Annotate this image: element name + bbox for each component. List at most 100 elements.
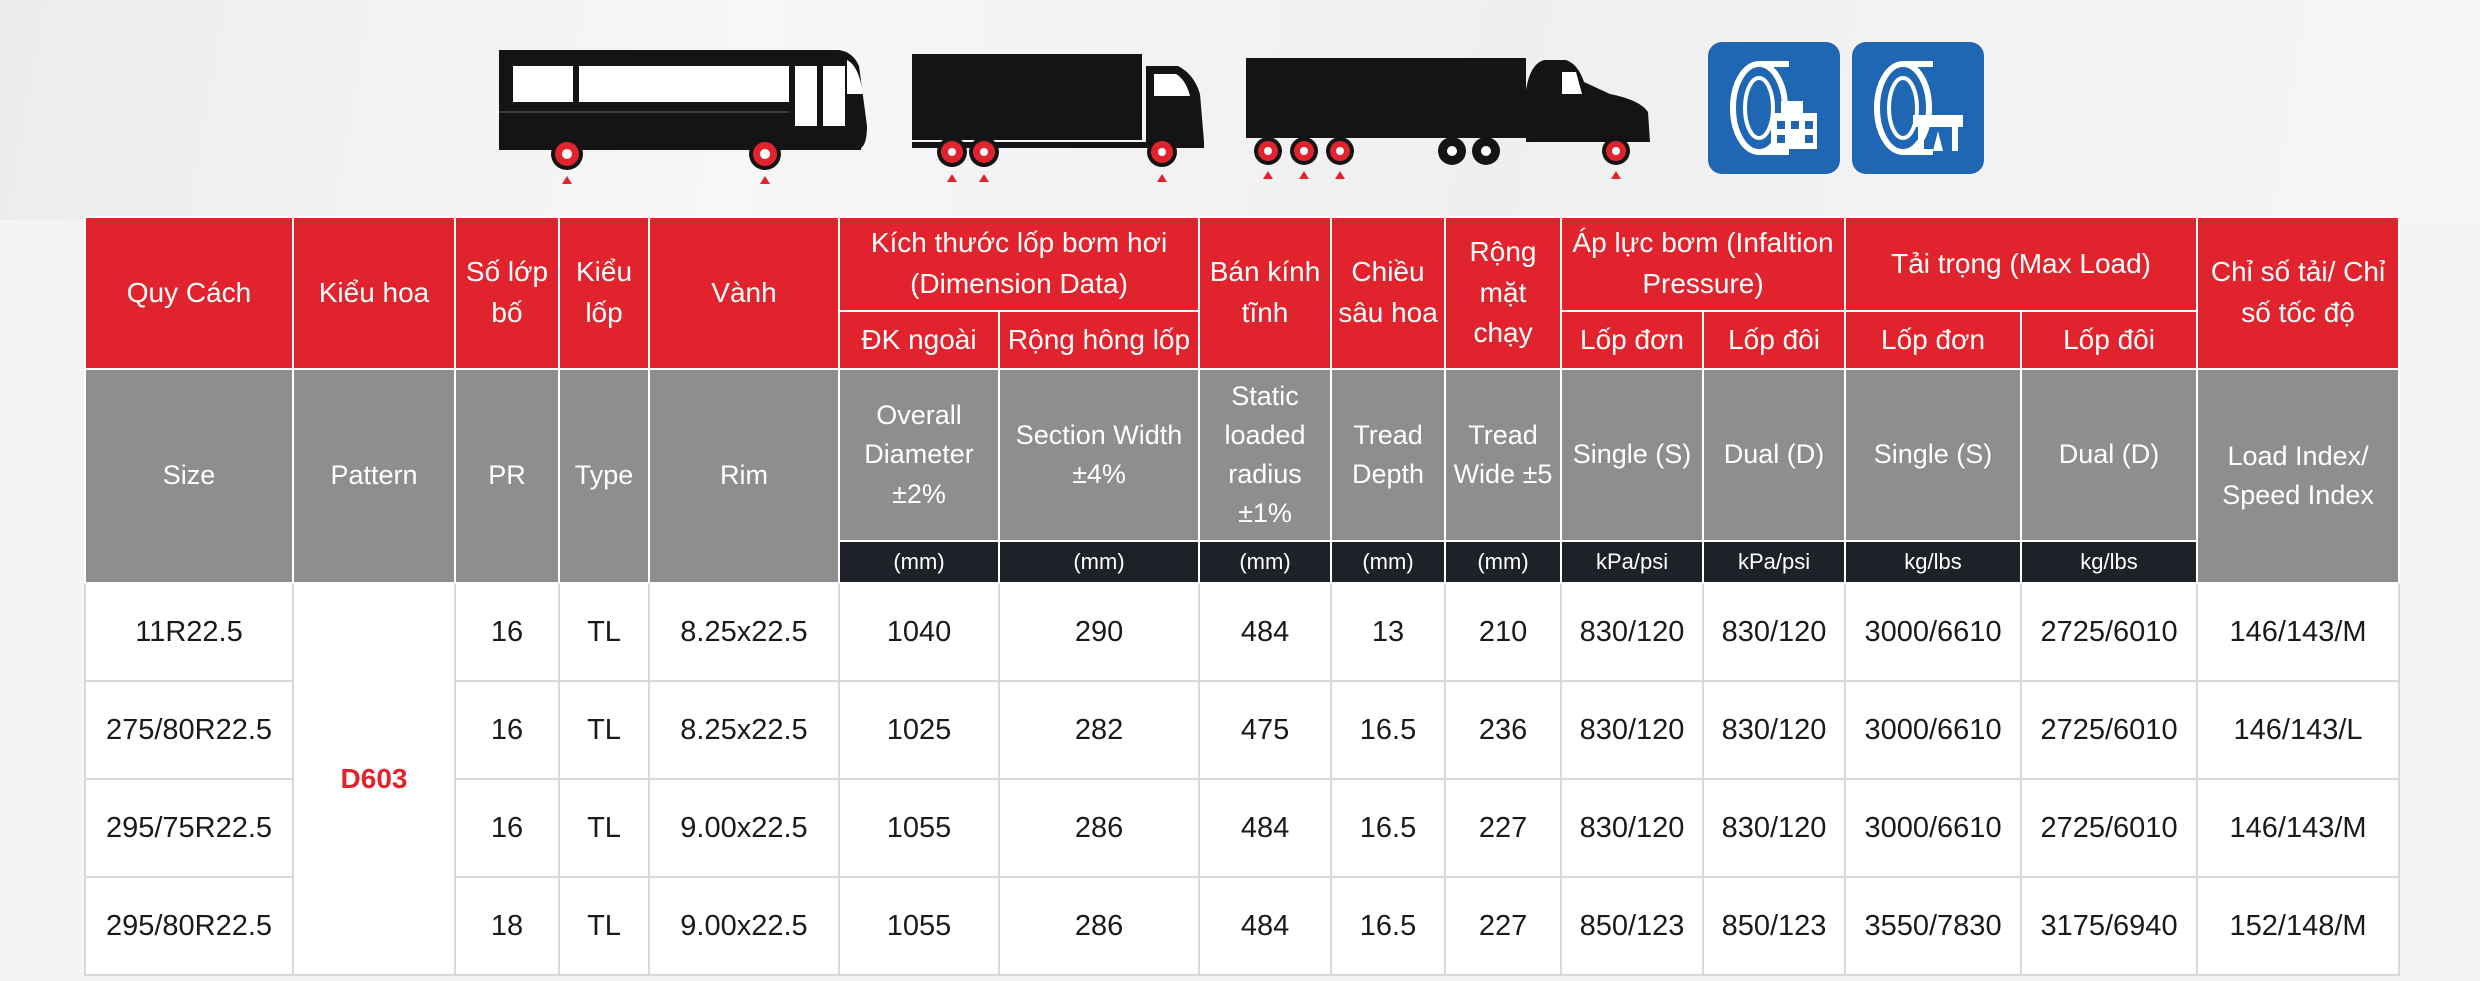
tire-spec-table: Quy Cách Kiểu hoa Số lớp bố Kiểu lốp Vàn… (84, 216, 2401, 976)
header-pr-en: PR (454, 368, 560, 584)
unit-overall: (mm) (838, 540, 1000, 584)
cell-tread-depth: 16.5 (1330, 778, 1447, 878)
header-tread-wide-vi: Rộng mặt chạy (1444, 216, 1563, 370)
header-pattern-en: Pattern (292, 368, 456, 584)
cell-load-single: 3000/6610 (1844, 582, 2023, 682)
header-load-dual-vi: Lốp đôi (2020, 310, 2199, 370)
cell-load-dual: 2725/6010 (2020, 582, 2199, 682)
cell-pressure-dual: 830/120 (1702, 582, 1847, 682)
cell-size: 11R22.5 (84, 582, 294, 682)
background-decoration (0, 0, 2480, 220)
cell-overall-diameter: 1055 (838, 876, 1000, 976)
cell-rim: 9.00x22.5 (648, 876, 840, 976)
header-size-en: Size (84, 368, 294, 584)
header-type-en: Type (558, 368, 650, 584)
header-type-vi: Kiểu lốp (558, 216, 650, 370)
header-load-single-en: Single (S) (1844, 368, 2023, 542)
header-pressure-single-en: Single (S) (1560, 368, 1705, 542)
cell-pressure-single: 830/120 (1560, 680, 1705, 780)
header-tread-wide-en: Tread Wide ±5 (1444, 368, 1563, 542)
header-rim-en: Rim (648, 368, 840, 584)
cell-section-width: 282 (997, 680, 1201, 780)
box-truck-icon (912, 54, 1204, 182)
header-load-vi: Tải trọng (Max Load) (1844, 216, 2199, 312)
cell-section-width: 286 (997, 876, 1201, 976)
cell-type: TL (558, 876, 650, 976)
header-overall-vi: ĐK ngoài (838, 310, 1000, 370)
cell-static-radius: 484 (1198, 582, 1333, 682)
cell-tread-depth: 16.5 (1330, 680, 1447, 780)
unit-section: (mm) (997, 540, 1201, 584)
header-pressure-single-vi: Lốp đơn (1560, 310, 1705, 370)
table-row: 11R22.5 D603 16 TL 8.25x22.5 1040 290 48… (84, 582, 2401, 976)
cell-tread-depth: 16.5 (1330, 876, 1447, 976)
unit-pressure-dual: kPa/psi (1702, 540, 1847, 584)
header-depth-en: Tread Depth (1330, 368, 1447, 542)
cell-rim: 8.25x22.5 (648, 582, 840, 682)
cell-pressure-dual: 830/120 (1702, 680, 1847, 780)
cell-overall-diameter: 1040 (838, 582, 1000, 682)
cell-type: TL (558, 680, 650, 780)
cell-tread-depth: 13 (1330, 582, 1447, 682)
cell-load-dual: 3175/6940 (2020, 876, 2199, 976)
vehicle-icons-row (0, 0, 2480, 210)
cell-size: 295/75R22.5 (84, 778, 294, 878)
cell-index: 146/143/M (2196, 778, 2401, 878)
header-section-vi: Rộng hông lốp (997, 310, 1201, 370)
header-radius-vi: Bán kính tĩnh (1198, 216, 1333, 370)
cell-load-single: 3550/7830 (1844, 876, 2023, 976)
header-index-vi: Chỉ số tải/ Chỉ số tốc độ (2196, 216, 2401, 370)
cell-pattern: D603 (292, 582, 456, 976)
urban-road-tire-badge-icon (1708, 42, 1840, 174)
unit-tread-wide: (mm) (1444, 540, 1563, 584)
cell-tread-wide: 227 (1444, 876, 1563, 976)
cell-load-single: 3000/6610 (1844, 778, 2023, 878)
header-pressure-dual-vi: Lốp đôi (1702, 310, 1847, 370)
header-radius-en: Static loaded radius ±1% (1198, 368, 1333, 542)
cell-static-radius: 484 (1198, 876, 1333, 976)
header-pattern-vi: Kiểu hoa (292, 216, 456, 370)
cell-load-dual: 2725/6010 (2020, 680, 2199, 780)
cell-pressure-single: 850/123 (1560, 876, 1705, 976)
header-overall-en: Overall Diameter ±2% (838, 368, 1000, 542)
cell-index: 152/148/M (2196, 876, 2401, 976)
cell-rim: 9.00x22.5 (648, 778, 840, 878)
table-row: 295/80R22.5 18 TL 9.00x22.5 1055 286 484… (84, 876, 2401, 976)
header-size-vi: Quy Cách (84, 216, 294, 370)
cell-tread-wide: 227 (1444, 778, 1563, 878)
cell-pr: 18 (454, 876, 560, 976)
cell-pressure-single: 830/120 (1560, 778, 1705, 878)
cell-load-dual: 2725/6010 (2020, 778, 2199, 878)
highway-tire-badge-icon (1852, 42, 1984, 174)
cell-rim: 8.25x22.5 (648, 680, 840, 780)
unit-load-single: kg/lbs (1844, 540, 2023, 584)
cell-type: TL (558, 778, 650, 878)
unit-depth: (mm) (1330, 540, 1447, 584)
semi-truck-icon (1246, 58, 1650, 179)
header-row-vi-1: Quy Cách Kiểu hoa Số lớp bố Kiểu lốp Vàn… (84, 216, 2401, 370)
cell-tread-wide: 236 (1444, 680, 1563, 780)
cell-overall-diameter: 1055 (838, 778, 1000, 878)
unit-load-dual: kg/lbs (2020, 540, 2199, 584)
header-load-single-vi: Lốp đơn (1844, 310, 2023, 370)
table-row: 295/75R22.5 16 TL 9.00x22.5 1055 286 484… (84, 778, 2401, 878)
cell-load-single: 3000/6610 (1844, 680, 2023, 780)
cell-static-radius: 484 (1198, 778, 1333, 878)
cell-pr: 16 (454, 680, 560, 780)
header-pressure-vi: Áp lực bơm (Infaltion Pressure) (1560, 216, 1847, 312)
cell-size: 275/80R22.5 (84, 680, 294, 780)
bus-icon (499, 50, 867, 184)
unit-pressure-single: kPa/psi (1560, 540, 1705, 584)
cell-pressure-dual: 830/120 (1702, 778, 1847, 878)
cell-section-width: 286 (997, 778, 1201, 878)
cell-tread-wide: 210 (1444, 582, 1563, 682)
cell-section-width: 290 (997, 582, 1201, 682)
header-pressure-dual-en: Dual (D) (1702, 368, 1847, 542)
header-row-units: (mm) (mm) (mm) (mm) (mm) kPa/psi kPa/psi… (85, 540, 2399, 584)
header-load-dual-en: Dual (D) (2020, 368, 2199, 542)
cell-index: 146/143/M (2196, 582, 2401, 682)
cell-type: TL (558, 582, 650, 682)
header-index-en: Load Index/ Speed Index (2196, 368, 2401, 584)
header-section-en: Section Width ±4% (997, 368, 1201, 542)
header-row-vi-2: ĐK ngoài Rộng hông lốp Lốp đơn Lốp đôi L… (85, 310, 2399, 370)
